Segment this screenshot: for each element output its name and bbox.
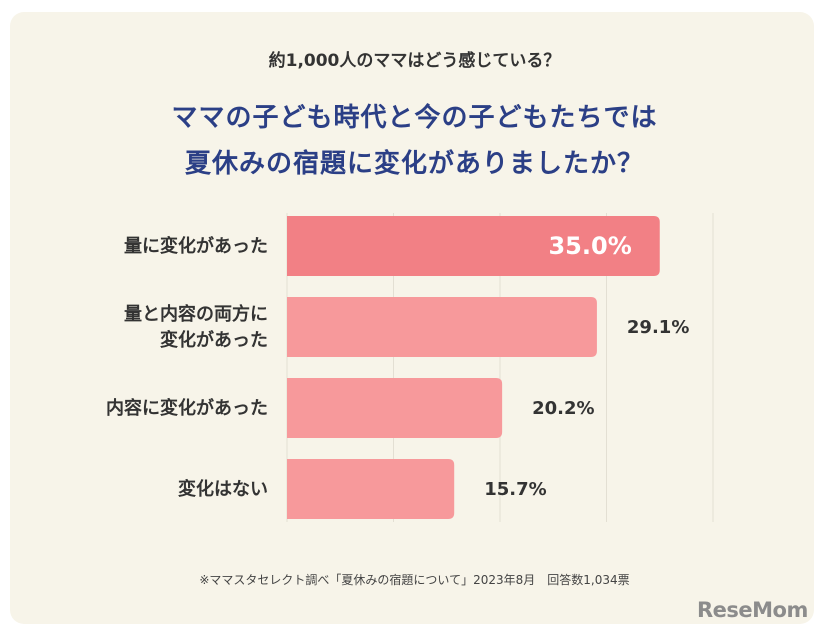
bar bbox=[287, 378, 503, 438]
bar-value-label: 20.2% bbox=[532, 398, 594, 419]
category-label: 量に変化があった bbox=[124, 235, 268, 257]
category-label: 量と内容の両方に bbox=[124, 303, 268, 325]
resemom-logo: ReseMom bbox=[697, 598, 808, 622]
chart-subtitle: 約1,000人のママはどう感じている？ bbox=[268, 51, 561, 71]
source-note: ※ママスタセレクト調べ「夏休みの宿題について」2023年8月 回答数1,034票 bbox=[199, 573, 630, 587]
category-label: 変化はない bbox=[178, 478, 268, 500]
bar-value-label: 29.1% bbox=[627, 317, 689, 338]
bar bbox=[287, 297, 597, 357]
category-label: 内容に変化があった bbox=[106, 397, 268, 419]
category-label: 変化があった bbox=[160, 329, 268, 351]
bar-value-label: 35.0% bbox=[548, 232, 631, 260]
bar bbox=[287, 216, 660, 276]
chart-title-line-1: ママの子ども時代と今の子どもたちでは bbox=[171, 103, 658, 133]
chart-title-line-2: 夏休みの宿題に変化がありましたか？ bbox=[184, 149, 644, 179]
bar-value-label: 15.7% bbox=[484, 479, 546, 500]
bar bbox=[287, 459, 455, 519]
